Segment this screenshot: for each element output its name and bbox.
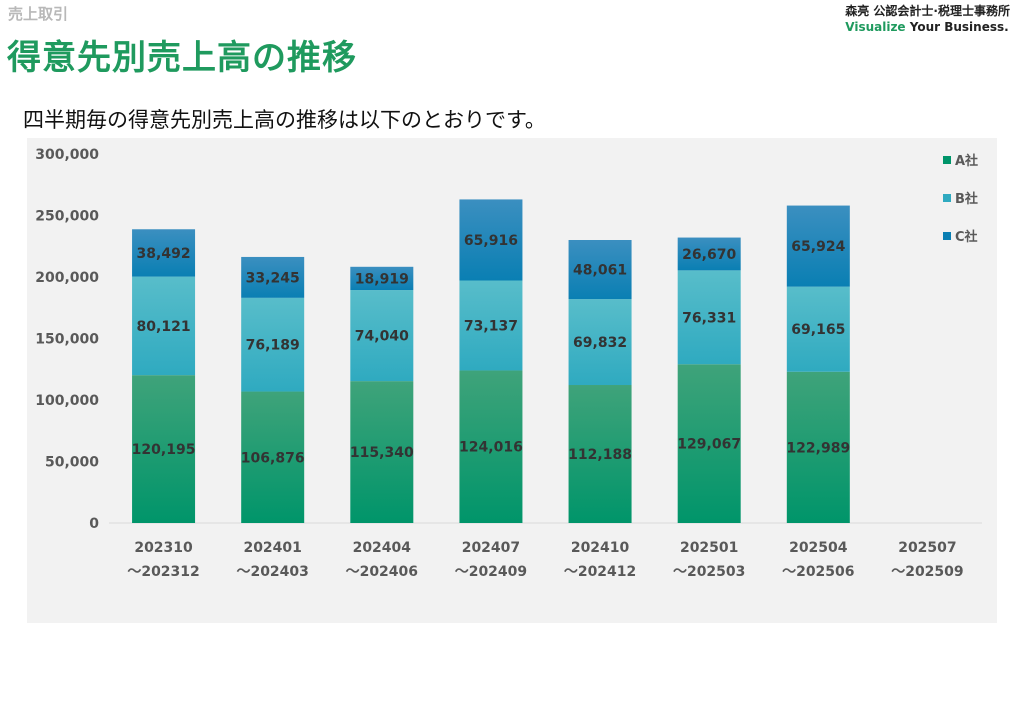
x-tick-label: 202407 (462, 540, 520, 556)
data-label: 18,919 (355, 271, 409, 287)
data-label: 129,067 (677, 437, 741, 453)
bar-segment-c (677, 237, 741, 271)
bar-segment-a (459, 370, 523, 523)
legend-label: B社 (955, 191, 978, 207)
x-tick-label: ～202406 (346, 564, 418, 580)
section-subtitle: 四半期毎の得意先別売上高の推移は以下のとおりです。 (23, 108, 546, 132)
x-tick-label: 202507 (898, 540, 956, 556)
bar-segment-b (786, 286, 850, 372)
data-label: 122,989 (786, 440, 850, 456)
data-label: 69,165 (791, 322, 845, 338)
brand-tagline-rest: Your Business. (905, 20, 1009, 34)
legend-swatch-a (943, 156, 951, 164)
x-tick-label: ～202403 (236, 564, 308, 580)
data-label: 33,245 (246, 270, 300, 286)
bar-segment-a (241, 391, 305, 523)
brand-logo: 森亮 公認会計士·税理士事務所 Visualize Your Business. (845, 2, 1010, 34)
bar-segment-a (786, 371, 850, 523)
x-tick-label: ～202509 (891, 564, 963, 580)
x-tick-label: ～202503 (673, 564, 745, 580)
data-label: 73,137 (464, 318, 518, 334)
y-tick-label: 250,000 (35, 209, 99, 225)
bar-segment-a (132, 375, 196, 523)
data-label: 26,670 (682, 247, 736, 263)
bar-segment-c (459, 199, 523, 281)
legend-swatch-c (943, 232, 951, 240)
x-tick-label: ～202409 (455, 564, 527, 580)
data-label: 115,340 (350, 445, 414, 461)
data-label: 38,492 (137, 246, 191, 262)
bar-segment-b (132, 276, 196, 376)
data-label: 106,876 (241, 450, 305, 466)
data-label: 76,189 (246, 338, 300, 354)
chart-panel: 0 50,000 100,000 150,000 200,000 250,000 300,0… (27, 138, 997, 623)
data-label: 65,916 (464, 233, 518, 249)
stacked-bar-chart: 0 50,000 100,000 150,000 200,000 250,000 300,0… (35, 147, 982, 580)
bar-segment-c (132, 229, 196, 277)
bar-segment-c (241, 256, 305, 298)
bar-segment-c (568, 240, 632, 300)
data-label: 80,121 (137, 319, 191, 335)
bar-segment-b (241, 297, 305, 392)
y-tick-label: 50,000 (45, 455, 99, 471)
x-tick-label: 202401 (243, 540, 301, 556)
data-label: 74,040 (355, 329, 409, 345)
x-tick-label: 202504 (789, 540, 848, 556)
bar-segment-c (350, 266, 414, 291)
data-label: 124,016 (459, 440, 523, 456)
bar-segment-b (677, 270, 741, 365)
brand-tagline: Visualize Your Business. (845, 20, 1010, 34)
y-tick-label: 0 (89, 516, 99, 532)
data-label: 112,188 (568, 447, 632, 463)
x-tick-label: 202310 (134, 540, 193, 556)
data-label: 65,924 (791, 239, 845, 255)
bar-segment-a (568, 385, 632, 523)
bar-segment-c (786, 205, 850, 287)
brand-tagline-accent: Visualize (845, 20, 906, 34)
data-label: 48,061 (573, 263, 627, 279)
data-label: 69,832 (573, 335, 627, 351)
y-tick-label: 150,000 (35, 332, 99, 348)
legend-label: A社 (955, 153, 978, 169)
breadcrumb: 売上取引 (8, 5, 69, 23)
bar-segment-a (677, 364, 741, 523)
bar-segment-a (350, 381, 414, 523)
legend-swatch-b (943, 194, 951, 202)
data-label: 120,195 (132, 442, 196, 458)
x-tick-label: ～202506 (782, 564, 854, 580)
bar-segment-b (568, 299, 632, 386)
bar-segment-b (350, 290, 414, 382)
data-label: 76,331 (682, 310, 736, 326)
bar-segment-b (459, 280, 523, 371)
x-tick-label: ～202312 (127, 564, 199, 580)
y-tick-label: 300,000 (35, 147, 99, 163)
y-tick-label: 100,000 (35, 393, 99, 409)
page-title: 得意先別売上高の推移 (7, 38, 357, 78)
x-tick-label: 202404 (353, 540, 412, 556)
x-tick-label: ～202412 (564, 564, 636, 580)
legend-label: C社 (955, 229, 978, 245)
x-tick-label: 202410 (571, 540, 630, 556)
y-tick-label: 200,000 (35, 270, 99, 286)
brand-name: 森亮 公認会計士·税理士事務所 (845, 4, 1010, 18)
x-tick-label: 202501 (680, 540, 738, 556)
